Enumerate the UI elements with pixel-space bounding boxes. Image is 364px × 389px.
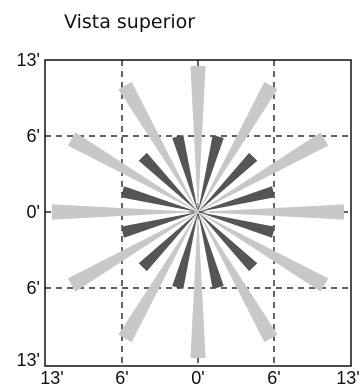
- short-beam-9: [198, 212, 224, 289]
- short-beam-8: [172, 212, 198, 289]
- y-tick-label-upper: 6': [27, 126, 40, 146]
- y-tick-label-top: 13': [17, 50, 40, 70]
- x-tick-label-center: 0': [191, 368, 204, 388]
- short-beam-6: [121, 212, 198, 238]
- short-beam-2: [198, 135, 224, 212]
- y-tick-label-lower: 6': [27, 278, 40, 298]
- x-tick-label-left-mid: 6': [115, 368, 128, 388]
- long-beam-0: [198, 204, 344, 220]
- plot-frame: [44, 59, 352, 367]
- short-beam-7: [138, 212, 198, 272]
- short-beam-0: [198, 186, 275, 212]
- x-tick-label-left: 13': [40, 368, 63, 388]
- long-beam-5: [67, 132, 198, 212]
- diagram-title: Vista superior: [64, 11, 196, 33]
- y-tick-label-center: 0': [27, 202, 40, 222]
- x-tick-label-right: 13': [336, 368, 359, 388]
- long-beam-8: [118, 212, 198, 343]
- x-tick-label-right-mid: 6': [267, 368, 280, 388]
- short-beam-3: [172, 135, 198, 212]
- y-tick-label-bottom: 13': [17, 350, 40, 370]
- short-beam-4: [138, 152, 198, 212]
- beams: [52, 66, 344, 358]
- long-beam-9: [190, 212, 206, 358]
- long-beam-4: [118, 81, 198, 212]
- long-beam-7: [67, 212, 198, 292]
- long-beam-10: [198, 212, 278, 343]
- long-beam-1: [198, 132, 329, 212]
- long-beam-6: [52, 204, 198, 220]
- long-beam-2: [198, 81, 278, 212]
- long-beam-3: [190, 66, 206, 212]
- short-beam-10: [198, 212, 258, 272]
- long-beam-11: [198, 212, 329, 292]
- short-beam-5: [121, 186, 198, 212]
- short-beam-1: [198, 152, 258, 212]
- short-beam-11: [198, 212, 275, 238]
